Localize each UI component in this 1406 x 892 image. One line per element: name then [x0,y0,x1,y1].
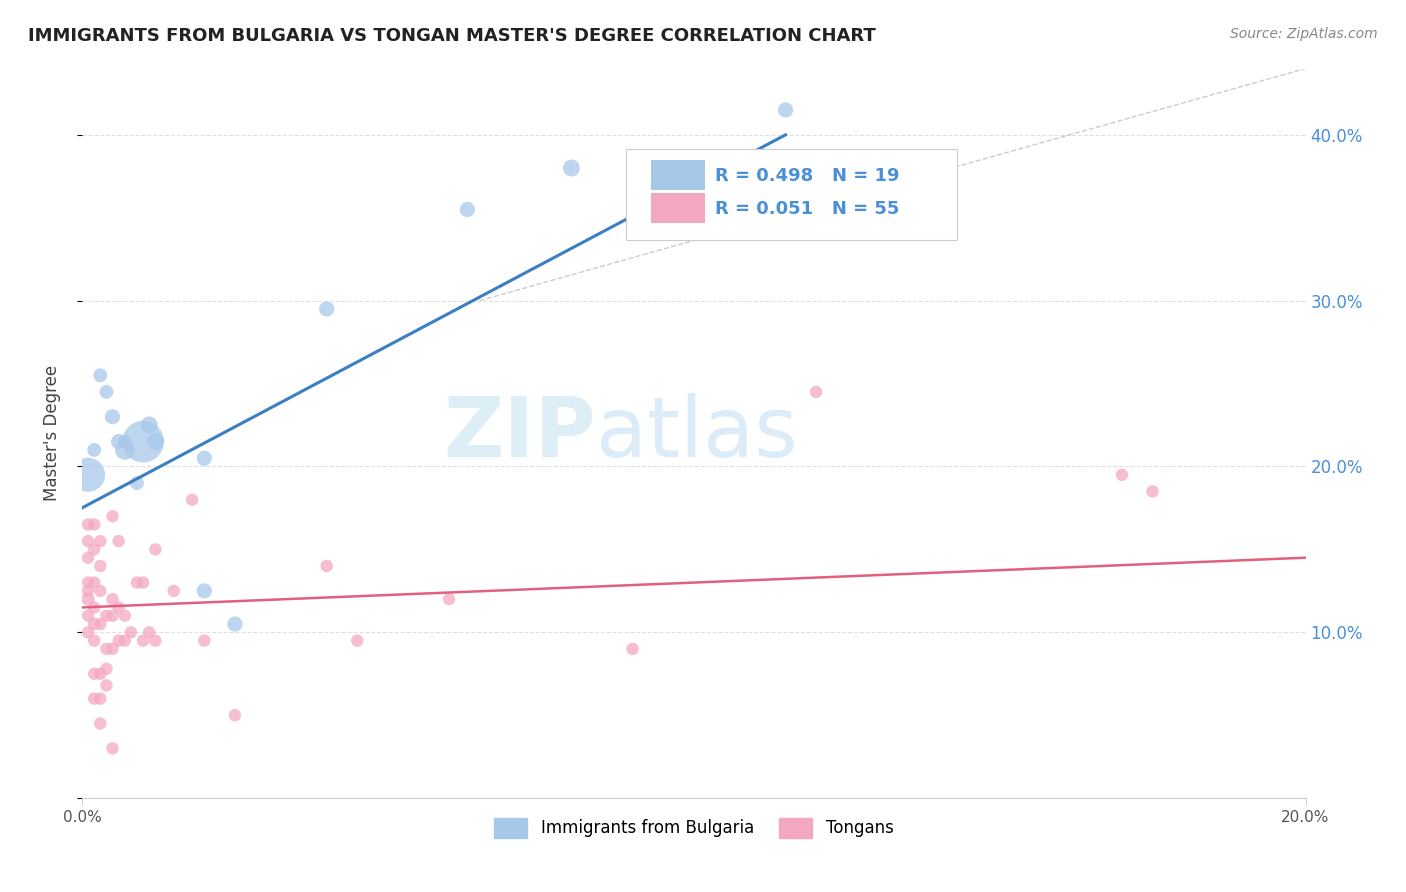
Point [775,103,797,117]
Point [101,741,124,756]
Point [145,434,167,449]
Point [77,550,100,565]
Point [1142,484,1164,499]
Point [193,451,215,466]
Point [107,434,129,449]
Text: atlas: atlas [596,392,797,474]
Point [132,434,155,449]
FancyBboxPatch shape [651,160,704,190]
FancyBboxPatch shape [651,193,704,223]
Point [89,583,111,598]
Point [77,608,100,623]
Point [89,559,111,574]
Point [89,368,111,383]
Point [315,301,337,316]
Point [107,534,129,549]
Point [346,633,368,648]
Point [132,633,155,648]
Point [120,625,142,640]
Point [77,592,100,607]
FancyBboxPatch shape [627,149,957,240]
Point [83,575,105,590]
Point [125,575,148,590]
Point [163,583,186,598]
Point [114,608,136,623]
Point [1111,467,1133,482]
Point [224,617,246,632]
Point [101,509,124,524]
Point [77,467,100,482]
Point [101,409,124,424]
Point [437,592,460,607]
Point [193,633,215,648]
Point [96,678,118,692]
Point [456,202,478,217]
Legend: Immigrants from Bulgaria, Tongans: Immigrants from Bulgaria, Tongans [488,811,900,845]
Point [193,583,215,598]
Point [101,641,124,656]
Point [77,534,100,549]
Point [132,575,155,590]
Point [114,442,136,457]
Point [125,476,148,491]
Point [89,534,111,549]
Point [83,442,105,457]
Point [96,662,118,676]
Point [560,161,582,175]
Point [96,384,118,399]
Point [138,625,160,640]
Point [138,418,160,433]
Point [83,666,105,681]
Point [107,600,129,615]
Point [89,666,111,681]
Point [181,492,204,507]
Text: R = 0.051   N = 55: R = 0.051 N = 55 [714,200,898,218]
Point [145,542,167,557]
Point [83,542,105,557]
Point [83,633,105,648]
Point [101,592,124,607]
Point [224,708,246,723]
Y-axis label: Master's Degree: Master's Degree [44,365,60,501]
Point [89,691,111,706]
Point [101,608,124,623]
Point [77,517,100,532]
Point [804,384,827,399]
Point [77,583,100,598]
Text: Source: ZipAtlas.com: Source: ZipAtlas.com [1230,27,1378,41]
Point [77,575,100,590]
Point [96,608,118,623]
Point [89,716,111,731]
Point [83,600,105,615]
Point [83,517,105,532]
Point [89,617,111,632]
Point [107,633,129,648]
Point [114,633,136,648]
Point [77,625,100,640]
Text: ZIP: ZIP [443,392,596,474]
Point [621,641,644,656]
Point [96,641,118,656]
Text: IMMIGRANTS FROM BULGARIA VS TONGAN MASTER'S DEGREE CORRELATION CHART: IMMIGRANTS FROM BULGARIA VS TONGAN MASTE… [28,27,876,45]
Point [114,434,136,449]
Point [83,617,105,632]
Point [83,691,105,706]
Point [315,559,337,574]
Text: R = 0.498   N = 19: R = 0.498 N = 19 [714,167,898,185]
Point [145,633,167,648]
